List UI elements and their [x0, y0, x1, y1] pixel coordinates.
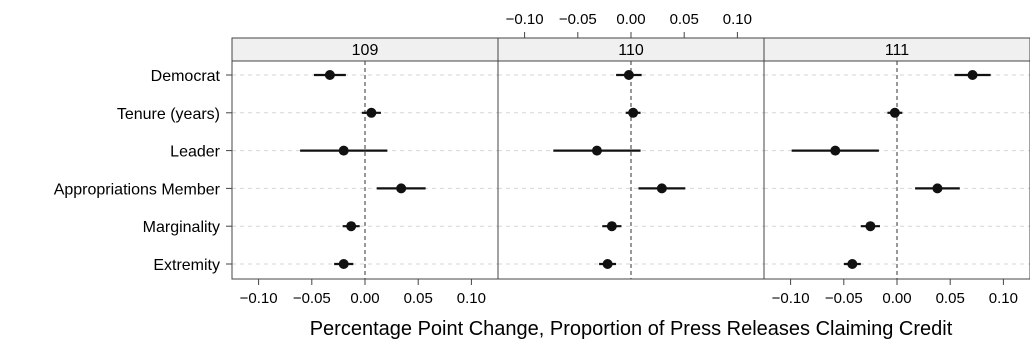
panel-title: 111: [885, 42, 909, 59]
point-estimate: [606, 221, 617, 232]
y-tick-label: Democrat: [151, 68, 221, 85]
x-tick-label: 0.05: [404, 290, 433, 307]
y-tick-label: Leader: [170, 144, 220, 161]
point-estimate: [366, 107, 377, 118]
x-tick-label: −0.05: [559, 11, 597, 28]
point-estimate: [967, 70, 978, 80]
x-tick-label: 0.05: [936, 290, 965, 307]
x-tick-label: 0.00: [350, 290, 379, 307]
panel-title: 110: [618, 42, 644, 59]
x-tick-label: −0.10: [240, 290, 278, 307]
y-tick-label: Extremity: [153, 257, 220, 274]
point-estimate: [602, 259, 613, 269]
point-estimate: [932, 183, 943, 194]
x-tick-label: 0.10: [723, 11, 752, 28]
point-estimate: [889, 107, 900, 118]
x-tick-label: −0.10: [772, 290, 810, 307]
point-estimate: [623, 70, 634, 80]
x-tick-label: 0.00: [882, 290, 911, 307]
point-estimate: [346, 221, 357, 232]
x-axis-title: Percentage Point Change, Proportion of P…: [310, 318, 953, 340]
x-tick-label: 0.10: [989, 290, 1018, 307]
y-tick-label: Appropriations Member: [54, 181, 221, 198]
x-tick-label: −0.05: [293, 290, 331, 307]
x-tick-label: −0.05: [825, 290, 863, 307]
point-estimate: [628, 107, 639, 118]
x-tick-label: −0.10: [506, 11, 544, 28]
point-estimate: [591, 145, 602, 156]
x-tick-label: 0.10: [457, 290, 486, 307]
panel-title: 109: [352, 42, 379, 59]
y-tick-label: Tenure (years): [117, 106, 220, 123]
x-tick-label: 0.05: [670, 11, 699, 28]
point-estimate: [396, 183, 407, 194]
point-estimate: [865, 221, 876, 232]
point-estimate: [338, 259, 349, 269]
point-estimate: [324, 70, 335, 80]
point-estimate: [847, 259, 858, 269]
point-estimate: [338, 145, 349, 156]
point-estimate: [656, 183, 667, 194]
x-tick-label: 0.00: [616, 11, 645, 28]
y-tick-label: Marginality: [143, 219, 220, 236]
point-estimate: [830, 145, 841, 156]
